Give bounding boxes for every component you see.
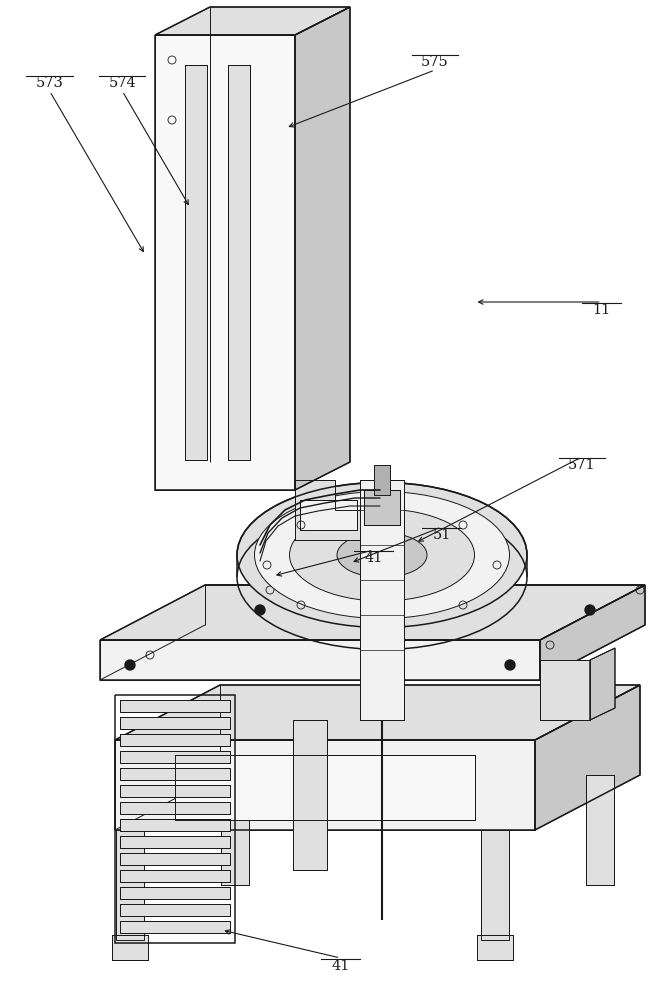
Polygon shape: [120, 700, 230, 712]
Ellipse shape: [237, 483, 527, 628]
Text: 574: 574: [108, 76, 136, 90]
Text: 575: 575: [421, 55, 449, 69]
Polygon shape: [228, 65, 250, 460]
Polygon shape: [112, 935, 148, 960]
Polygon shape: [300, 500, 357, 530]
Polygon shape: [540, 585, 645, 680]
Polygon shape: [155, 7, 350, 35]
Text: 41: 41: [331, 959, 350, 973]
Polygon shape: [221, 775, 249, 885]
Polygon shape: [120, 853, 230, 865]
Polygon shape: [374, 465, 390, 495]
Polygon shape: [586, 775, 614, 885]
Ellipse shape: [290, 509, 475, 601]
Text: 41: 41: [364, 551, 383, 565]
Ellipse shape: [254, 491, 510, 618]
Polygon shape: [481, 830, 509, 940]
Polygon shape: [120, 870, 230, 882]
Polygon shape: [535, 685, 640, 830]
Polygon shape: [100, 585, 645, 640]
Circle shape: [585, 605, 595, 615]
Polygon shape: [295, 480, 375, 540]
Polygon shape: [120, 887, 230, 899]
Polygon shape: [155, 35, 295, 490]
Text: 11: 11: [592, 303, 611, 317]
Polygon shape: [293, 720, 327, 870]
Polygon shape: [115, 685, 640, 740]
Polygon shape: [115, 740, 535, 830]
Polygon shape: [120, 802, 230, 814]
Polygon shape: [590, 648, 615, 720]
Polygon shape: [100, 640, 540, 680]
Polygon shape: [175, 755, 475, 820]
Text: 51: 51: [432, 528, 451, 542]
Circle shape: [255, 605, 265, 615]
Circle shape: [125, 660, 135, 670]
Polygon shape: [120, 717, 230, 729]
Polygon shape: [120, 921, 230, 933]
Polygon shape: [120, 768, 230, 780]
Polygon shape: [120, 751, 230, 763]
Text: 573: 573: [36, 76, 63, 90]
Ellipse shape: [337, 532, 427, 578]
Circle shape: [505, 660, 515, 670]
Polygon shape: [295, 7, 350, 490]
Polygon shape: [540, 660, 590, 720]
Polygon shape: [360, 480, 404, 720]
Polygon shape: [185, 65, 207, 460]
Polygon shape: [364, 490, 400, 525]
Polygon shape: [120, 734, 230, 746]
Polygon shape: [120, 904, 230, 916]
Polygon shape: [120, 785, 230, 797]
Text: 571: 571: [568, 458, 596, 472]
Polygon shape: [116, 830, 144, 940]
Polygon shape: [120, 836, 230, 848]
Polygon shape: [477, 935, 513, 960]
Polygon shape: [120, 819, 230, 831]
